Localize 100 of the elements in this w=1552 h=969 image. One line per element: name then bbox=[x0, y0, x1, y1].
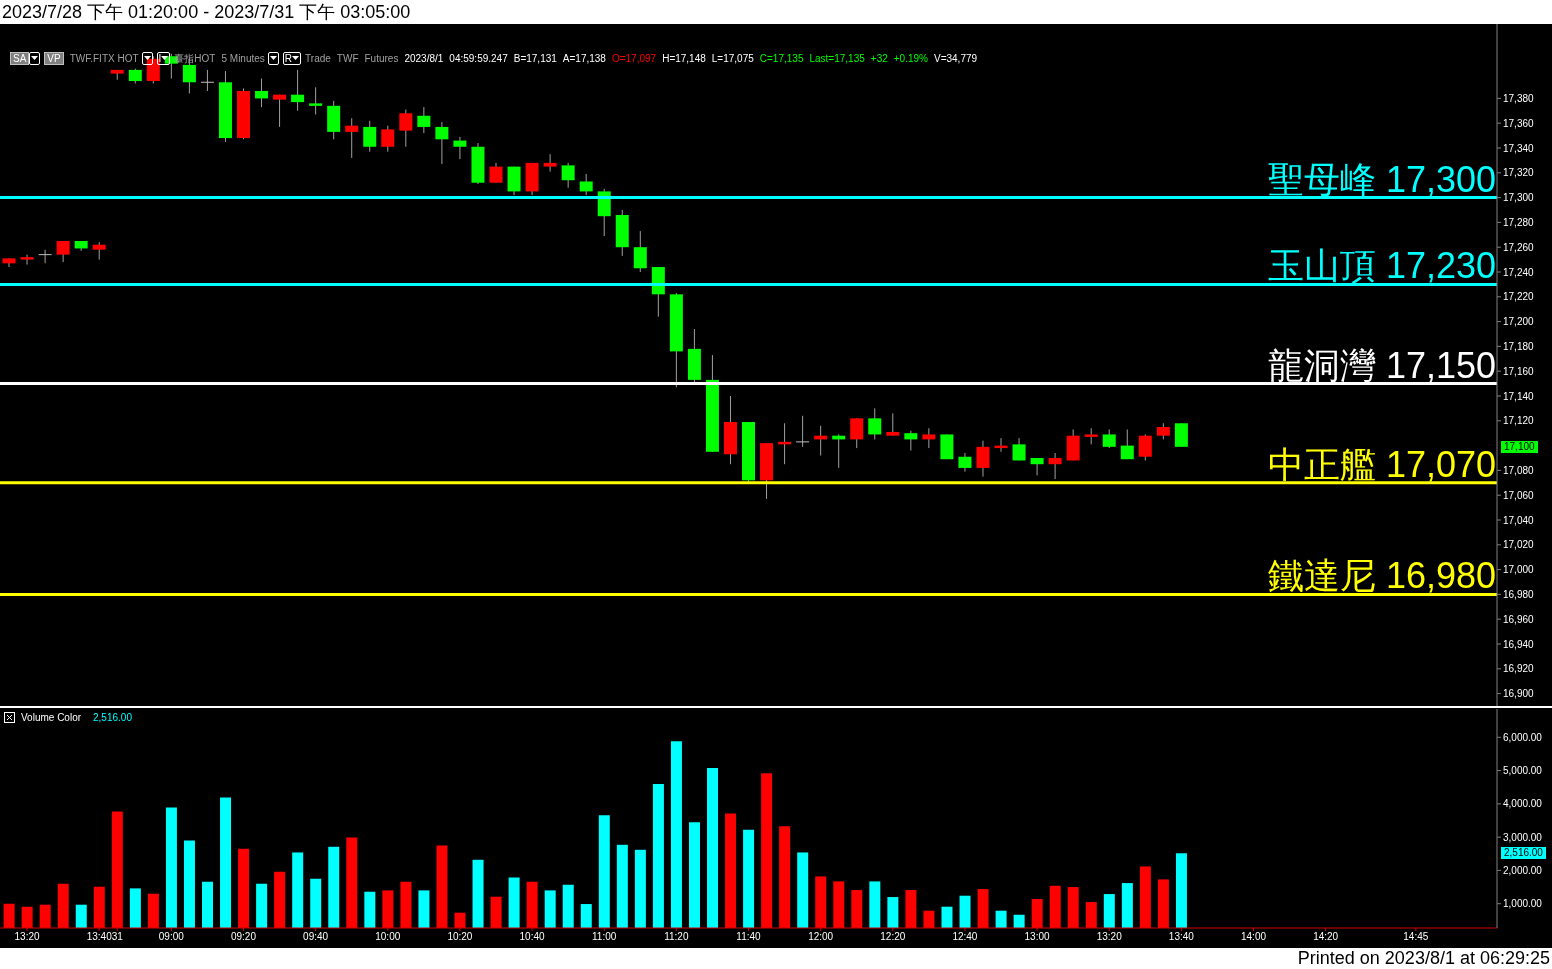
x-tick-label: 13:40 bbox=[1168, 931, 1195, 943]
candlestick bbox=[922, 427, 936, 449]
candlestick bbox=[579, 173, 593, 196]
candlestick bbox=[38, 249, 53, 264]
x-tick-label: 11:40 bbox=[736, 931, 762, 943]
annotation: 2,516.00 bbox=[93, 712, 132, 723]
candlestick bbox=[976, 440, 990, 478]
annotation: +0.19% bbox=[893, 53, 928, 64]
candlestick bbox=[543, 153, 557, 173]
x-tick-label: 09:00 bbox=[158, 931, 185, 943]
candlestick bbox=[399, 109, 413, 148]
candlestick bbox=[453, 136, 467, 160]
candlestick bbox=[1102, 428, 1116, 449]
annotation: 5 Minutes bbox=[221, 53, 265, 64]
y-tick-label: 17,180 bbox=[1503, 340, 1535, 352]
y-tick-label: 17,320 bbox=[1503, 167, 1535, 179]
annotation: 04:59:59.247 bbox=[449, 53, 508, 64]
annotation: C=17,135 bbox=[759, 53, 804, 64]
text: 17,100 bbox=[1501, 440, 1538, 453]
y-tick-label: 17,360 bbox=[1503, 117, 1535, 129]
candlestick bbox=[291, 69, 305, 112]
x-tick-label: 09:20 bbox=[230, 931, 257, 943]
y-tick-label: 5,000.00 bbox=[1503, 765, 1543, 777]
y-tick-label: 16,960 bbox=[1503, 613, 1535, 625]
y-tick-label: 17,040 bbox=[1503, 514, 1535, 526]
x-tick-label: 13:40 bbox=[86, 931, 113, 943]
candlestick bbox=[958, 452, 972, 473]
x-tick-label: 13:20 bbox=[14, 931, 40, 943]
candlestick bbox=[868, 407, 882, 440]
annotation: V=34,779 bbox=[933, 53, 978, 64]
x-tick-label: 14:45 bbox=[1403, 931, 1429, 943]
y-tick-label: 17,340 bbox=[1503, 142, 1535, 154]
annotation: Futures bbox=[364, 53, 399, 64]
y-tick-label: 17,200 bbox=[1503, 316, 1535, 328]
annotation: TWF.FITX HOT bbox=[69, 53, 139, 64]
ref-line-label: 龍洞灣 17,150 bbox=[1267, 344, 1496, 386]
y-tick-label: 17,220 bbox=[1503, 291, 1535, 303]
y-tick-label: 17,260 bbox=[1503, 241, 1535, 253]
y-tick-label: 1,000.00 bbox=[1503, 898, 1543, 910]
y-tick-label: 17,380 bbox=[1503, 92, 1535, 104]
y-tick-label: 17,140 bbox=[1503, 390, 1535, 402]
y-tick-label: 6,000.00 bbox=[1503, 731, 1543, 743]
annotation: Trade bbox=[305, 53, 331, 64]
candlestick bbox=[435, 121, 449, 165]
candlestick bbox=[561, 162, 575, 189]
x-tick-label: 10:00 bbox=[375, 931, 401, 943]
x-tick-label: 12:20 bbox=[880, 931, 906, 943]
y-tick-label: 17,000 bbox=[1503, 564, 1535, 576]
y-tick-label: 17,020 bbox=[1503, 539, 1535, 551]
x-tick-label: 10:40 bbox=[519, 931, 546, 943]
y-tick-label: 2,000.00 bbox=[1503, 864, 1543, 876]
candlestick bbox=[56, 240, 70, 263]
annotation: B=17,131 bbox=[513, 53, 557, 64]
candlestick bbox=[417, 106, 431, 134]
candlestick bbox=[309, 86, 323, 116]
candlestick bbox=[345, 117, 359, 159]
ref-line-label: 鐵達尼 16,980 bbox=[1267, 555, 1496, 597]
candlestick bbox=[795, 415, 810, 448]
x-tick-label: 10:20 bbox=[447, 931, 473, 943]
annotation: Last=17,135 bbox=[809, 53, 865, 64]
candlestick bbox=[904, 430, 918, 452]
x-tick-label: 13:20 bbox=[1096, 931, 1123, 943]
annotation: O=17,097 bbox=[611, 53, 657, 64]
x-tick-label: 11:00 bbox=[592, 931, 617, 943]
candlestick bbox=[850, 417, 864, 449]
x-tick-label: 14:00 bbox=[1241, 931, 1267, 943]
chart-title: 2023/7/28 下午 01:20:00 - 2023/7/31 下午 03:05:00 bbox=[1, 1, 412, 24]
candlestick bbox=[20, 254, 34, 266]
y-tick-label: 17,300 bbox=[1503, 192, 1535, 204]
candlestick bbox=[1030, 457, 1044, 476]
ref-line-label: 玉山頂 17,230 bbox=[1267, 245, 1496, 287]
candlestick bbox=[1120, 428, 1134, 460]
annotation: +32 bbox=[870, 53, 888, 64]
x-tick-label: 12:40 bbox=[952, 931, 978, 943]
candlestick bbox=[1174, 422, 1188, 448]
x-tick-label: 31 bbox=[111, 931, 124, 943]
y-tick-label: 17,080 bbox=[1503, 464, 1535, 476]
candlestick bbox=[363, 120, 377, 153]
ref-line-label: 中正艦 17,070 bbox=[1267, 443, 1496, 485]
annotation: R bbox=[284, 53, 293, 64]
annotation: I bbox=[158, 53, 162, 64]
y-tick-label: 16,900 bbox=[1503, 688, 1535, 700]
text: Printed on 2023/8/1 at 06:29:25 bbox=[1297, 948, 1550, 969]
y-tick-label: 16,940 bbox=[1503, 638, 1535, 650]
candlestick bbox=[255, 78, 269, 108]
candlestick bbox=[1048, 452, 1062, 480]
y-tick-label: 3,000.00 bbox=[1503, 831, 1543, 843]
x-tick-label: 11:20 bbox=[664, 931, 689, 943]
y-tick-label: 17,120 bbox=[1503, 415, 1535, 427]
annotation: L=17,075 bbox=[711, 53, 754, 64]
y-tick-label: 17,280 bbox=[1503, 216, 1535, 228]
x-tick-label: 14:20 bbox=[1313, 931, 1339, 943]
text: 2,516.00 bbox=[1501, 847, 1546, 860]
x-tick-label: 12:00 bbox=[808, 931, 834, 943]
candlestick bbox=[200, 69, 215, 92]
candlestick bbox=[381, 125, 395, 153]
y-tick-label: 17,060 bbox=[1503, 489, 1535, 501]
annotation: H=17,148 bbox=[662, 53, 706, 64]
y-tick-label: 16,980 bbox=[1503, 588, 1535, 600]
candlestick bbox=[886, 412, 900, 437]
